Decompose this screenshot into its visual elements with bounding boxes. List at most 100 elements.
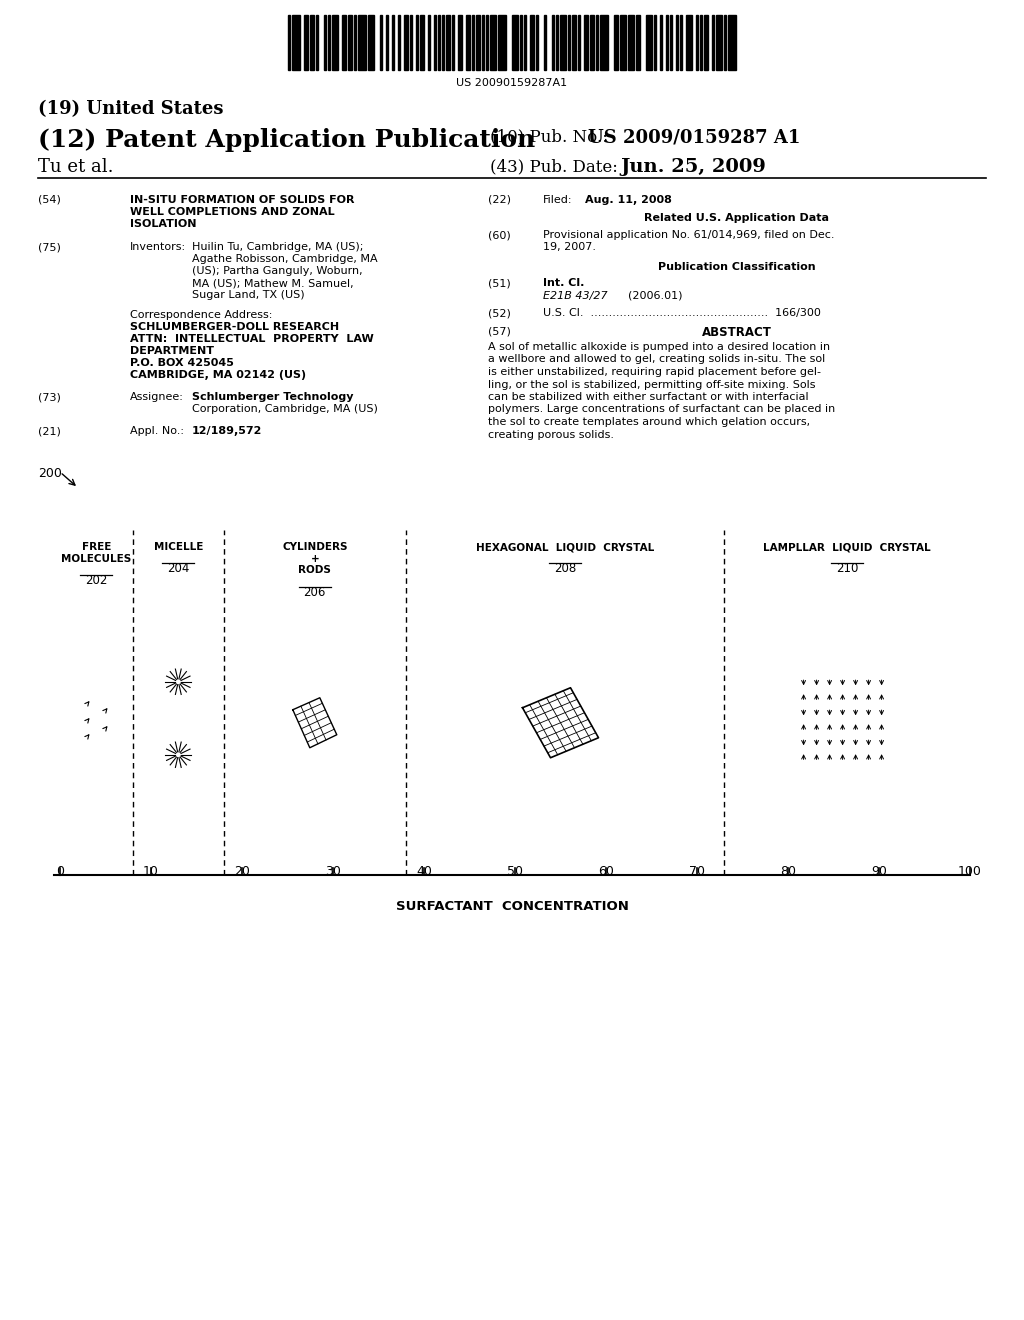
Text: (75): (75) bbox=[38, 242, 60, 252]
Text: DEPARTMENT: DEPARTMENT bbox=[130, 346, 214, 356]
Text: 12/189,572: 12/189,572 bbox=[193, 426, 262, 436]
Text: Huilin Tu, Cambridge, MA (US);: Huilin Tu, Cambridge, MA (US); bbox=[193, 242, 364, 252]
Text: Jun. 25, 2009: Jun. 25, 2009 bbox=[620, 158, 766, 176]
Bar bbox=[428, 15, 430, 70]
Bar bbox=[416, 15, 418, 70]
Bar bbox=[490, 15, 496, 70]
Bar bbox=[728, 15, 736, 70]
Text: (22): (22) bbox=[488, 195, 511, 205]
Text: 30: 30 bbox=[325, 865, 341, 878]
Bar bbox=[636, 15, 640, 70]
Bar bbox=[654, 15, 656, 70]
Bar bbox=[348, 15, 352, 70]
Text: SCHLUMBERGER-DOLL RESEARCH: SCHLUMBERGER-DOLL RESEARCH bbox=[130, 322, 339, 333]
Text: (10) Pub. No.:: (10) Pub. No.: bbox=[490, 128, 608, 145]
Bar bbox=[660, 15, 662, 70]
Text: 210: 210 bbox=[836, 562, 858, 576]
Text: HEXAGONAL  LIQUID  CRYSTAL: HEXAGONAL LIQUID CRYSTAL bbox=[476, 543, 654, 552]
Text: Tu et al.: Tu et al. bbox=[38, 158, 114, 176]
Bar bbox=[316, 15, 318, 70]
Bar bbox=[680, 15, 682, 70]
Bar bbox=[452, 15, 454, 70]
Text: 206: 206 bbox=[303, 586, 326, 599]
Text: the sol to create templates around which gelation occurs,: the sol to create templates around which… bbox=[488, 417, 810, 426]
Text: Aug. 11, 2008: Aug. 11, 2008 bbox=[585, 195, 672, 205]
Bar bbox=[600, 15, 608, 70]
Text: A sol of metallic alkoxide is pumped into a desired location in: A sol of metallic alkoxide is pumped int… bbox=[488, 342, 830, 352]
Bar bbox=[628, 15, 634, 70]
Bar bbox=[442, 15, 444, 70]
Text: 208: 208 bbox=[554, 562, 577, 576]
Text: ling, or the sol is stabilized, permitting off-site mixing. Sols: ling, or the sol is stabilized, permitti… bbox=[488, 380, 815, 389]
Text: Provisional application No. 61/014,969, filed on Dec.: Provisional application No. 61/014,969, … bbox=[543, 230, 835, 240]
Text: Sugar Land, TX (US): Sugar Land, TX (US) bbox=[193, 290, 304, 300]
Bar bbox=[398, 15, 400, 70]
Text: ATTN:  INTELLECTUAL  PROPERTY  LAW: ATTN: INTELLECTUAL PROPERTY LAW bbox=[130, 334, 374, 345]
Bar bbox=[328, 15, 330, 70]
Text: 200: 200 bbox=[38, 467, 61, 480]
Bar bbox=[596, 15, 598, 70]
Text: is either unstabilized, requiring rapid placement before gel-: is either unstabilized, requiring rapid … bbox=[488, 367, 821, 378]
Bar bbox=[666, 15, 668, 70]
Bar bbox=[498, 15, 506, 70]
Text: MA (US); Mathew M. Samuel,: MA (US); Mathew M. Samuel, bbox=[193, 279, 353, 288]
Text: Assignee:: Assignee: bbox=[130, 392, 184, 403]
Bar bbox=[670, 15, 672, 70]
Text: 20: 20 bbox=[234, 865, 250, 878]
Bar bbox=[536, 15, 538, 70]
Bar bbox=[620, 15, 626, 70]
Text: CAMBRIDGE, MA 02142 (US): CAMBRIDGE, MA 02142 (US) bbox=[130, 370, 306, 380]
Bar bbox=[556, 15, 558, 70]
Bar bbox=[696, 15, 698, 70]
Bar bbox=[520, 15, 522, 70]
Text: ABSTRACT: ABSTRACT bbox=[702, 326, 772, 339]
Text: (54): (54) bbox=[38, 195, 60, 205]
Text: (52): (52) bbox=[488, 308, 511, 318]
Text: (US); Partha Ganguly, Woburn,: (US); Partha Ganguly, Woburn, bbox=[193, 267, 362, 276]
Text: MICELLE: MICELLE bbox=[154, 543, 203, 552]
Bar bbox=[292, 15, 300, 70]
Text: (12) Patent Application Publication: (12) Patent Application Publication bbox=[38, 128, 536, 152]
Text: (19) United States: (19) United States bbox=[38, 100, 223, 117]
Bar bbox=[705, 15, 708, 70]
Bar bbox=[584, 15, 588, 70]
Text: a wellbore and allowed to gel, creating solids in-situ. The sol: a wellbore and allowed to gel, creating … bbox=[488, 355, 825, 364]
Text: 19, 2007.: 19, 2007. bbox=[543, 242, 596, 252]
Text: 100: 100 bbox=[958, 865, 982, 878]
Bar bbox=[324, 15, 326, 70]
Bar bbox=[332, 15, 338, 70]
Bar bbox=[476, 15, 480, 70]
Bar bbox=[434, 15, 436, 70]
Bar bbox=[568, 15, 570, 70]
Text: Schlumberger Technology: Schlumberger Technology bbox=[193, 392, 353, 403]
Bar bbox=[560, 15, 566, 70]
Text: SURFACTANT  CONCENTRATION: SURFACTANT CONCENTRATION bbox=[395, 900, 629, 913]
Text: U.S. Cl.  .................................................  166/300: U.S. Cl. ...............................… bbox=[543, 308, 821, 318]
Bar bbox=[544, 15, 546, 70]
Bar bbox=[386, 15, 388, 70]
Bar bbox=[700, 15, 702, 70]
Bar bbox=[512, 15, 518, 70]
Bar bbox=[458, 15, 462, 70]
Text: WELL COMPLETIONS AND ZONAL: WELL COMPLETIONS AND ZONAL bbox=[130, 207, 335, 216]
Text: (2006.01): (2006.01) bbox=[628, 290, 683, 301]
Bar bbox=[472, 15, 474, 70]
Text: 80: 80 bbox=[780, 865, 796, 878]
Text: 40: 40 bbox=[416, 865, 432, 878]
Text: Corporation, Cambridge, MA (US): Corporation, Cambridge, MA (US) bbox=[193, 404, 378, 414]
Text: Agathe Robisson, Cambridge, MA: Agathe Robisson, Cambridge, MA bbox=[193, 253, 378, 264]
Text: 60: 60 bbox=[598, 865, 614, 878]
Bar bbox=[410, 15, 412, 70]
Bar bbox=[716, 15, 722, 70]
Bar bbox=[438, 15, 440, 70]
Text: E21B 43/27: E21B 43/27 bbox=[543, 290, 607, 301]
Text: (43) Pub. Date:: (43) Pub. Date: bbox=[490, 158, 617, 176]
Text: FREE
MOLECULES: FREE MOLECULES bbox=[61, 543, 131, 564]
Text: (57): (57) bbox=[488, 326, 511, 337]
Bar bbox=[614, 15, 618, 70]
Bar bbox=[712, 15, 714, 70]
Text: Filed:: Filed: bbox=[543, 195, 572, 205]
Bar bbox=[676, 15, 678, 70]
Bar bbox=[288, 15, 290, 70]
Bar bbox=[524, 15, 526, 70]
